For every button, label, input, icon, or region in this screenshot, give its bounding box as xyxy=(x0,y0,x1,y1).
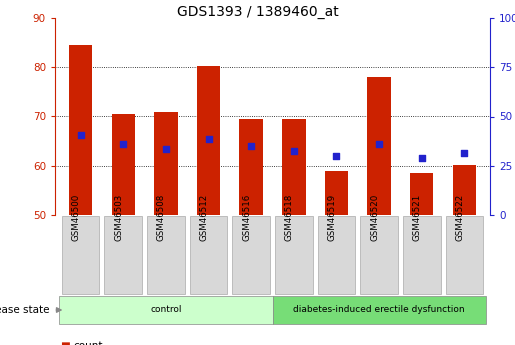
Bar xyxy=(239,119,263,215)
Bar xyxy=(197,66,220,215)
Point xyxy=(76,132,84,138)
Text: GSM46519: GSM46519 xyxy=(328,194,336,241)
FancyBboxPatch shape xyxy=(62,216,99,294)
Bar xyxy=(325,171,348,215)
Text: GSM46508: GSM46508 xyxy=(157,194,166,241)
Text: GSM46500: GSM46500 xyxy=(72,194,80,241)
FancyBboxPatch shape xyxy=(360,216,398,294)
Bar xyxy=(282,119,305,215)
Text: GSM46518: GSM46518 xyxy=(285,194,294,241)
FancyBboxPatch shape xyxy=(147,216,185,294)
FancyBboxPatch shape xyxy=(232,216,270,294)
Bar xyxy=(410,173,434,215)
Text: GSM46520: GSM46520 xyxy=(370,194,379,241)
Text: GSM46512: GSM46512 xyxy=(199,194,209,241)
Point xyxy=(247,143,255,149)
FancyBboxPatch shape xyxy=(190,216,227,294)
Text: GSM46503: GSM46503 xyxy=(114,194,123,241)
Bar xyxy=(154,111,178,215)
Point xyxy=(162,146,170,151)
Text: GDS1393 / 1389460_at: GDS1393 / 1389460_at xyxy=(177,5,338,19)
Point xyxy=(332,153,340,159)
Point xyxy=(375,141,383,146)
Point xyxy=(204,136,213,141)
Text: GSM46516: GSM46516 xyxy=(242,194,251,241)
Text: diabetes-induced erectile dysfunction: diabetes-induced erectile dysfunction xyxy=(294,306,465,315)
FancyBboxPatch shape xyxy=(403,216,440,294)
Text: GSM46521: GSM46521 xyxy=(413,194,422,241)
Bar xyxy=(69,45,92,215)
Text: GSM46522: GSM46522 xyxy=(455,194,465,241)
Point xyxy=(418,156,426,161)
FancyBboxPatch shape xyxy=(272,296,486,324)
Point xyxy=(460,151,469,156)
Bar xyxy=(453,165,476,215)
Point xyxy=(290,148,298,154)
Bar xyxy=(112,114,135,215)
FancyBboxPatch shape xyxy=(59,296,272,324)
FancyBboxPatch shape xyxy=(318,216,355,294)
Point xyxy=(119,141,127,146)
Text: count: count xyxy=(73,341,102,345)
Text: ■: ■ xyxy=(60,341,70,345)
Bar xyxy=(367,77,391,215)
FancyBboxPatch shape xyxy=(445,216,483,294)
FancyBboxPatch shape xyxy=(105,216,142,294)
Text: control: control xyxy=(150,306,182,315)
Text: disease state: disease state xyxy=(0,305,50,315)
FancyBboxPatch shape xyxy=(275,216,313,294)
